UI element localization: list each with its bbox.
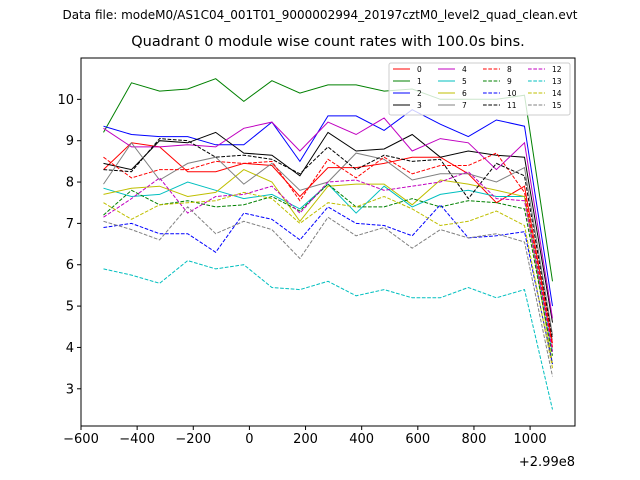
axes-frame <box>80 57 576 427</box>
x-tick-label: 600 <box>405 432 430 447</box>
x-tick-label: −600 <box>63 432 99 447</box>
series-line-12 <box>103 171 553 352</box>
x-tick-label: 0 <box>245 432 253 447</box>
series-line-5 <box>103 181 553 352</box>
series-line-8 <box>103 152 553 348</box>
y-tick-label: 4 <box>66 341 74 356</box>
y-tick-label: 9 <box>66 134 74 149</box>
series-line-2 <box>103 109 553 307</box>
x-axis-ticks: −600 −400 −200 0 200 400 600 800 1000 <box>63 426 547 447</box>
legend-label-6: 6 <box>462 89 467 98</box>
x-tick-label: 800 <box>462 432 487 447</box>
series-line-0 <box>103 142 553 344</box>
legend-box <box>388 62 571 116</box>
legend-label-11: 11 <box>507 101 517 110</box>
legend-label-14: 14 <box>552 89 562 98</box>
legend-label-5: 5 <box>462 77 467 86</box>
x-tick-label: 200 <box>293 432 318 447</box>
figure-suptitle: Data file: modeM0/AS1C04_001T01_90000029… <box>62 8 578 22</box>
x-tick-label: −400 <box>119 432 155 447</box>
legend-label-8: 8 <box>507 65 512 74</box>
y-tick-label: 6 <box>66 258 74 273</box>
x-tick-label: 1000 <box>514 432 547 447</box>
legend-label-1: 1 <box>417 77 422 86</box>
y-tick-label: 10 <box>57 93 74 108</box>
y-tick-label: 7 <box>66 217 74 232</box>
series-line-9 <box>103 183 553 356</box>
legend-label-10: 10 <box>507 89 517 98</box>
x-axis-offset-label: +2.99e8 <box>519 455 575 470</box>
legend-label-9: 9 <box>507 77 512 86</box>
series-line-15 <box>103 206 553 377</box>
x-tick-label: −200 <box>175 432 211 447</box>
series-line-10 <box>103 204 553 365</box>
chart-title: Quadrant 0 module wise count rates with … <box>131 34 525 50</box>
y-tick-label: 5 <box>66 300 74 315</box>
legend-label-3: 3 <box>417 101 422 110</box>
legend-label-4: 4 <box>462 65 467 74</box>
y-tick-label: 8 <box>66 176 74 191</box>
series-line-13 <box>103 260 553 410</box>
series-line-7 <box>103 141 553 336</box>
series-line-6 <box>103 169 553 365</box>
series-line-4 <box>103 117 553 319</box>
legend-label-0: 0 <box>417 65 422 74</box>
series-line-11 <box>103 138 553 340</box>
legend-label-7: 7 <box>462 101 467 110</box>
series-lines <box>103 78 553 410</box>
series-line-14 <box>103 191 553 369</box>
y-tick-label: 3 <box>66 382 74 397</box>
y-axis-ticks: 3 4 5 6 7 8 9 10 <box>57 93 81 397</box>
x-tick-label: 400 <box>349 432 374 447</box>
legend-label-2: 2 <box>417 89 422 98</box>
legend-label-13: 13 <box>552 77 562 86</box>
legend-label-15: 15 <box>552 101 562 110</box>
legend-label-12: 12 <box>552 65 562 74</box>
